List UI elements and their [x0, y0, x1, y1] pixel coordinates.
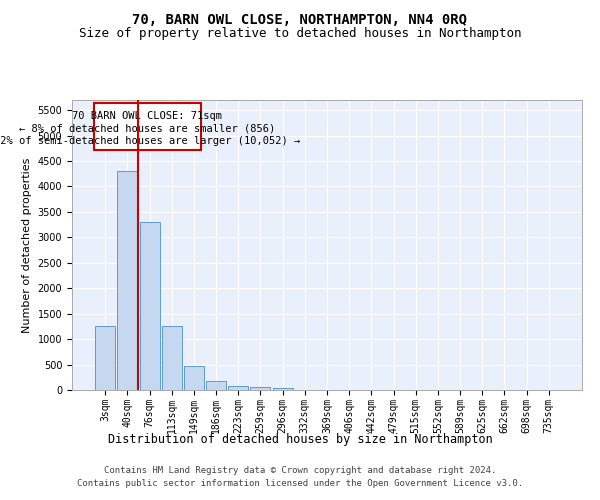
Text: Size of property relative to detached houses in Northampton: Size of property relative to detached ho… [79, 28, 521, 40]
Text: 70, BARN OWL CLOSE, NORTHAMPTON, NN4 0RQ: 70, BARN OWL CLOSE, NORTHAMPTON, NN4 0RQ [133, 12, 467, 26]
Bar [228, 386, 248, 390]
Text: Distribution of detached houses by size in Northampton: Distribution of detached houses by size … [107, 432, 493, 446]
Bar [184, 366, 204, 390]
Text: Contains HM Land Registry data © Crown copyright and database right 2024.
Contai: Contains HM Land Registry data © Crown c… [77, 466, 523, 487]
Bar [272, 388, 293, 390]
Bar [250, 388, 271, 390]
Bar [140, 222, 160, 390]
Bar [206, 382, 226, 390]
Y-axis label: Number of detached properties: Number of detached properties [22, 158, 32, 332]
FancyBboxPatch shape [94, 102, 200, 150]
Text: ← 8% of detached houses are smaller (856): ← 8% of detached houses are smaller (856… [19, 124, 275, 134]
Text: 70 BARN OWL CLOSE: 71sqm: 70 BARN OWL CLOSE: 71sqm [73, 111, 223, 121]
Bar [162, 326, 182, 390]
Text: 92% of semi-detached houses are larger (10,052) →: 92% of semi-detached houses are larger (… [0, 136, 301, 146]
Bar [95, 326, 115, 390]
Bar [118, 171, 137, 390]
